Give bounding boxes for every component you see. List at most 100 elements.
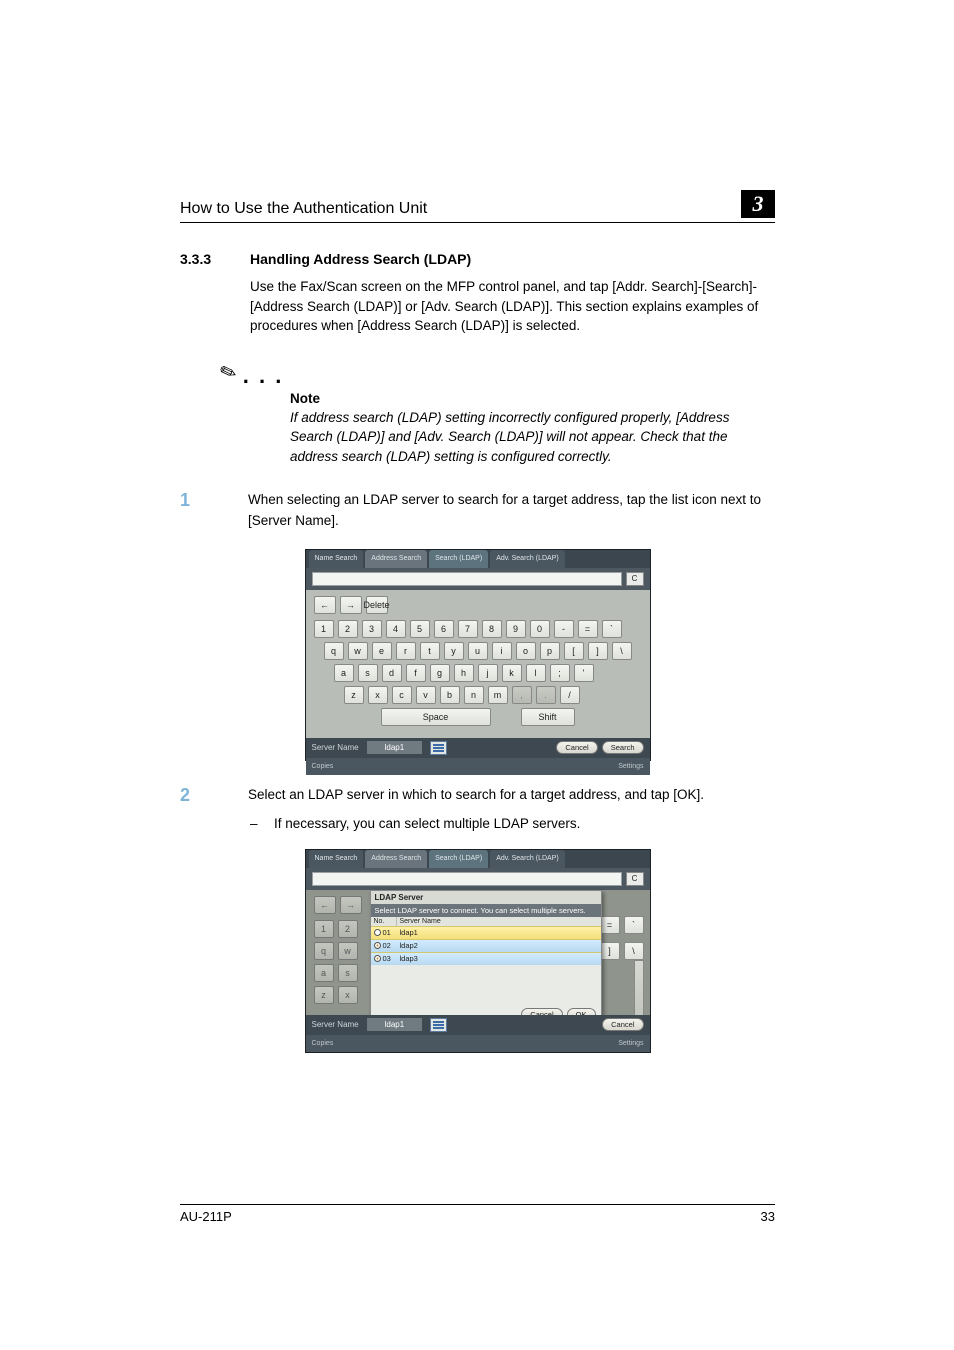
key-1-dim: 1 <box>314 920 334 938</box>
key-c[interactable]: c <box>392 686 412 704</box>
key-apostrophe[interactable]: ' <box>574 664 594 682</box>
key-3[interactable]: 3 <box>362 620 382 638</box>
radio-icon-selected-2 <box>374 955 381 962</box>
row3-no: 03 <box>383 954 391 963</box>
key-semicolon[interactable]: ; <box>550 664 570 682</box>
note-pencil-icon: ✎ <box>216 358 240 387</box>
dialog-empty-area <box>371 965 601 1005</box>
search-input-row: C <box>306 568 650 590</box>
tab-address-search-2[interactable]: Address Search <box>365 850 427 868</box>
key-r[interactable]: r <box>396 642 416 660</box>
key-z[interactable]: z <box>344 686 364 704</box>
note-label: Note <box>290 391 775 406</box>
key-e[interactable]: e <box>372 642 392 660</box>
key-9[interactable]: 9 <box>506 620 526 638</box>
clear-button-2[interactable]: C <box>626 872 644 886</box>
key-b[interactable]: b <box>440 686 460 704</box>
key-f[interactable]: f <box>406 664 426 682</box>
dialog-scrollbar[interactable] <box>634 960 644 1016</box>
key-w[interactable]: w <box>348 642 368 660</box>
tab-address-search[interactable]: Address Search <box>365 550 427 568</box>
key-v[interactable]: v <box>416 686 436 704</box>
radio-icon-selected <box>374 942 381 949</box>
footer-settings[interactable]: Settings <box>618 763 643 770</box>
footer-settings-2[interactable]: Settings <box>618 1040 643 1047</box>
key-o[interactable]: o <box>516 642 536 660</box>
key-s[interactable]: s <box>358 664 378 682</box>
key-l[interactable]: l <box>526 664 546 682</box>
key-a[interactable]: a <box>334 664 354 682</box>
key-period[interactable]: . <box>536 686 556 704</box>
cancel-button[interactable]: Cancel <box>556 741 597 754</box>
key-equals[interactable]: = <box>578 620 598 638</box>
key-j[interactable]: j <box>478 664 498 682</box>
key-slash[interactable]: / <box>560 686 580 704</box>
key-2[interactable]: 2 <box>338 620 358 638</box>
section-title: Handling Address Search (LDAP) <box>250 251 471 267</box>
key-m[interactable]: m <box>488 686 508 704</box>
key-t[interactable]: t <box>420 642 440 660</box>
key-g[interactable]: g <box>430 664 450 682</box>
search-input-2[interactable] <box>312 872 622 886</box>
key-backslash[interactable]: \ <box>612 642 632 660</box>
search-input-row-2: C <box>306 868 650 890</box>
key-u[interactable]: u <box>468 642 488 660</box>
key-rbracket[interactable]: ] <box>588 642 608 660</box>
key-5[interactable]: 5 <box>410 620 430 638</box>
note-ellipsis-icon: . . . <box>243 363 284 388</box>
key-a-dim: a <box>314 964 334 982</box>
key-q[interactable]: q <box>324 642 344 660</box>
key-delete[interactable]: Delete <box>366 596 388 614</box>
server-list-icon[interactable] <box>430 741 447 755</box>
key-8[interactable]: 8 <box>482 620 502 638</box>
row1-no: 01 <box>383 928 391 937</box>
key-lbracket[interactable]: [ <box>564 642 584 660</box>
screenshot-keyboard-panel: Name Search Address Search Search (LDAP)… <box>305 549 651 761</box>
key-comma[interactable]: , <box>512 686 532 704</box>
key-7[interactable]: 7 <box>458 620 478 638</box>
key-n[interactable]: n <box>464 686 484 704</box>
ldap-server-row-3[interactable]: 03 ldap3 <box>371 952 601 965</box>
key-p[interactable]: p <box>540 642 560 660</box>
tab-adv-search-ldap[interactable]: Adv. Search (LDAP) <box>490 550 565 568</box>
running-header-text: How to Use the Authentication Unit <box>180 200 427 218</box>
bullet-dash-icon: – <box>250 816 262 831</box>
key-bs-dim: \ <box>624 942 644 960</box>
ldap-server-row-2[interactable]: 02 ldap2 <box>371 939 601 952</box>
key-1[interactable]: 1 <box>314 620 334 638</box>
search-input[interactable] <box>312 572 622 586</box>
tab-search-ldap-2[interactable]: Search (LDAP) <box>429 850 488 868</box>
key-h[interactable]: h <box>454 664 474 682</box>
section-intro: Use the Fax/Scan screen on the MFP contr… <box>250 277 775 336</box>
section-number: 3.3.3 <box>180 251 222 267</box>
tab-name-search[interactable]: Name Search <box>309 550 364 568</box>
key-shift[interactable]: Shift <box>521 708 575 726</box>
key-backtick[interactable]: ` <box>602 620 622 638</box>
tab-name-search-2[interactable]: Name Search <box>309 850 364 868</box>
key-d[interactable]: d <box>382 664 402 682</box>
tab-search-ldap[interactable]: Search (LDAP) <box>429 550 488 568</box>
footer-page-number: 33 <box>761 1209 775 1224</box>
ldap-server-row-1[interactable]: 01 ldap1 <box>371 926 601 939</box>
clear-button[interactable]: C <box>626 572 644 586</box>
key-k[interactable]: k <box>502 664 522 682</box>
key-y[interactable]: y <box>444 642 464 660</box>
key-space[interactable]: Space <box>381 708 491 726</box>
cancel-button-2[interactable]: Cancel <box>602 1018 643 1031</box>
key-minus[interactable]: - <box>554 620 574 638</box>
dialog-title: LDAP Server <box>371 891 601 904</box>
step-1-number: 1 <box>180 490 224 531</box>
server-list-icon-2[interactable] <box>430 1018 447 1032</box>
key-6[interactable]: 6 <box>434 620 454 638</box>
key-i[interactable]: i <box>492 642 512 660</box>
key-4[interactable]: 4 <box>386 620 406 638</box>
key-back[interactable]: ← <box>314 596 336 614</box>
key-x[interactable]: x <box>368 686 388 704</box>
radio-icon <box>374 929 381 936</box>
tab-adv-search-ldap-2[interactable]: Adv. Search (LDAP) <box>490 850 565 868</box>
search-button[interactable]: Search <box>602 741 644 754</box>
key-back-dim: ← <box>314 896 336 914</box>
ldap-server-dialog: LDAP Server Select LDAP server to connec… <box>370 890 602 1025</box>
key-0[interactable]: 0 <box>530 620 550 638</box>
key-forward[interactable]: → <box>340 596 362 614</box>
